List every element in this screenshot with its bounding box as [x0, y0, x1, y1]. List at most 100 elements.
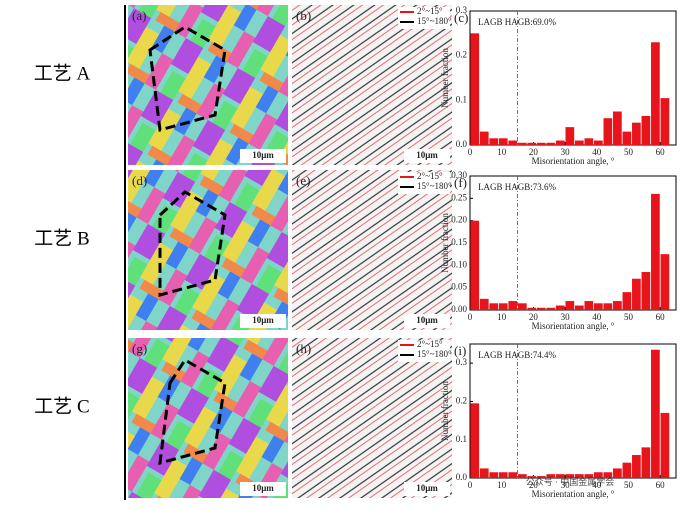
- bar: [489, 138, 499, 145]
- y-tick-label: 0.2: [456, 50, 467, 60]
- bar: [632, 278, 641, 310]
- bar: [613, 468, 622, 478]
- y-tick-label: 0.15: [451, 237, 467, 247]
- orientation-map: [128, 5, 288, 165]
- bar: [489, 303, 499, 310]
- x-tick-label: 60: [656, 147, 666, 157]
- bar: [517, 303, 527, 310]
- x-tick-label: 20: [529, 480, 539, 490]
- bar: [546, 142, 556, 145]
- bar: [508, 301, 518, 310]
- orientation-map: [128, 170, 288, 330]
- bar: [622, 131, 632, 145]
- row-label: 工艺 C: [34, 395, 89, 417]
- x-tick-label: 50: [624, 312, 634, 322]
- x-tick-label: 30: [561, 480, 571, 490]
- bar: [479, 468, 489, 478]
- bar: [555, 474, 565, 478]
- bar: [479, 298, 489, 310]
- y-tick-label: 0.25: [451, 192, 467, 202]
- bar: [498, 303, 508, 310]
- bar: [546, 474, 556, 478]
- bar: [546, 307, 556, 310]
- bar: [555, 305, 565, 310]
- panel-label: (e): [296, 173, 310, 188]
- boundary-map: [292, 338, 452, 498]
- x-axis-label: Misorientation angle, °: [532, 156, 615, 166]
- scale-bar-bg: [240, 482, 286, 496]
- x-tick-label: 10: [497, 480, 507, 490]
- scale-bar: 10μm: [252, 315, 274, 325]
- bar: [489, 472, 499, 478]
- y-tick-label: 0.00: [451, 304, 467, 314]
- panel-label: (i): [454, 343, 466, 358]
- legend-label: 2°~15°: [417, 171, 443, 181]
- bar: [470, 33, 480, 146]
- bar: [613, 301, 622, 310]
- y-tick-label: 0.2: [456, 395, 467, 405]
- panel-label: (h): [296, 341, 311, 356]
- x-tick-label: 0: [468, 147, 473, 157]
- y-tick-label: 0.3: [456, 5, 468, 15]
- bar: [574, 474, 584, 478]
- bar: [584, 138, 594, 145]
- scale-bar-bg: [404, 149, 450, 163]
- x-tick-label: 60: [656, 480, 666, 490]
- y-axis-label: Number fraction: [440, 381, 450, 441]
- bar: [613, 111, 622, 145]
- bar: [594, 303, 603, 310]
- bar: [584, 301, 594, 310]
- legend-label: 2°~15°: [417, 6, 443, 16]
- scale-bar: 10μm: [416, 150, 438, 160]
- x-axis-label: Misorientation angle, °: [532, 489, 615, 499]
- bar: [641, 272, 651, 310]
- bar: [641, 447, 651, 478]
- scale-bar-bg: [240, 149, 286, 163]
- x-tick-label: 40: [592, 480, 602, 490]
- x-tick-label: 10: [497, 147, 507, 157]
- bar: [527, 476, 537, 478]
- bar: [498, 472, 508, 478]
- bar: [527, 142, 537, 145]
- x-tick-label: 60: [656, 312, 666, 322]
- scale-bar-bg: [240, 314, 286, 328]
- bar: [660, 254, 670, 310]
- panel-label: (c): [454, 10, 468, 25]
- bar: [470, 220, 480, 310]
- legend-label: 2°~15°: [417, 339, 443, 349]
- x-tick-label: 30: [561, 147, 571, 157]
- boundary-map: [292, 170, 452, 330]
- bar: [517, 474, 527, 478]
- annotation: LAGB HAGB:73.6%: [478, 182, 557, 192]
- bar: [498, 138, 508, 145]
- annotation: LAGB HAGB:69.0%: [478, 17, 557, 27]
- x-tick-label: 10: [497, 312, 507, 322]
- y-tick-label: 0.10: [451, 259, 467, 269]
- bar: [622, 462, 632, 478]
- x-tick-label: 0: [468, 312, 473, 322]
- scale-bar: 10μm: [416, 315, 438, 325]
- bar: [651, 193, 660, 310]
- bar: [641, 115, 651, 145]
- bar: [574, 140, 584, 145]
- bar: [660, 98, 670, 145]
- bar: [651, 349, 660, 478]
- orientation-map: [128, 338, 288, 498]
- bar: [536, 307, 546, 310]
- bar: [584, 474, 594, 478]
- bar: [574, 305, 584, 310]
- panel-label: (a): [132, 8, 146, 23]
- bar: [555, 140, 565, 145]
- watermark: 公众号 · 中国金属学会: [526, 476, 615, 487]
- legend-label: 15°~180°: [417, 349, 452, 359]
- bar: [565, 474, 575, 478]
- panel-label: (d): [132, 173, 147, 188]
- bar: [527, 307, 537, 310]
- bar: [517, 142, 527, 145]
- scale-bar: 10μm: [252, 150, 274, 160]
- y-tick-label: 0.0: [456, 472, 468, 482]
- x-tick-label: 20: [529, 147, 539, 157]
- boundary-map: [292, 5, 452, 165]
- x-tick-label: 50: [624, 480, 634, 490]
